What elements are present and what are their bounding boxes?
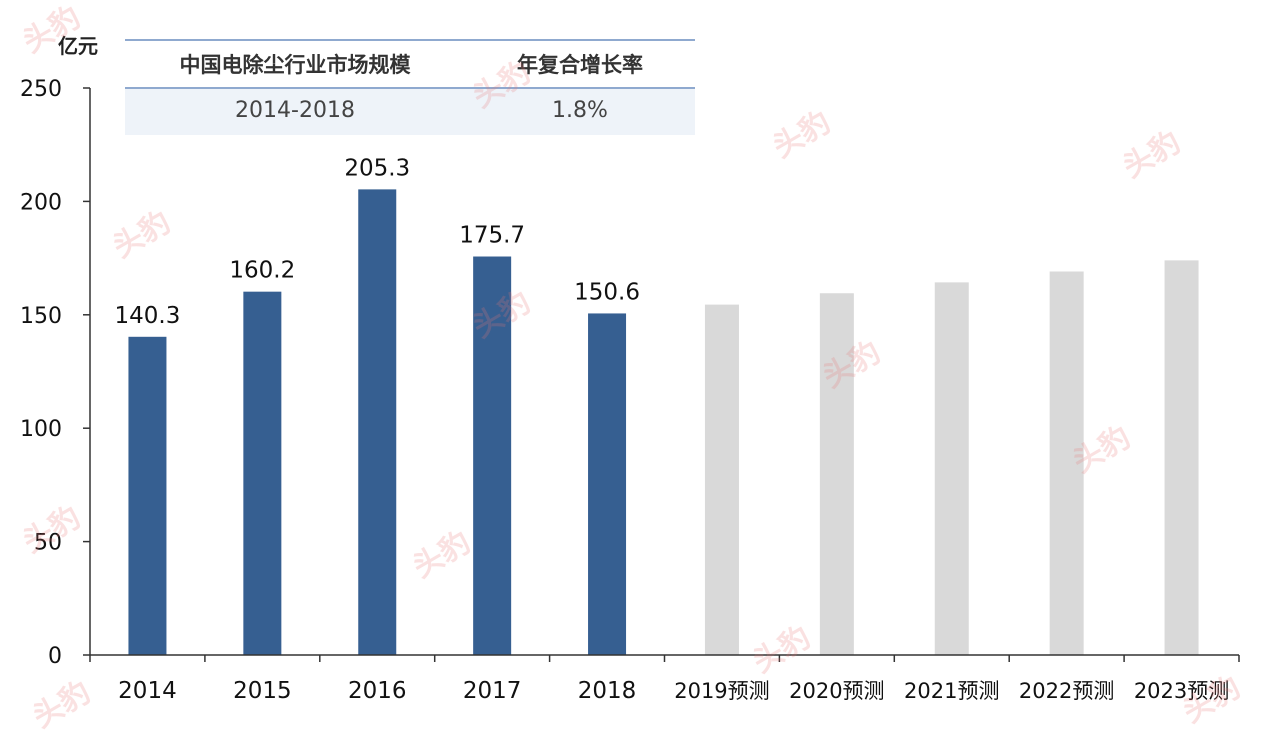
table-header-rule [125, 87, 695, 89]
x-tick-label: 2018 [578, 678, 637, 704]
x-tick-label: 2023预测 [1134, 679, 1229, 703]
forecast-bar [819, 293, 854, 655]
forecast-bar [934, 282, 969, 655]
y-axis-unit-label: 亿元 [58, 34, 98, 58]
forecast-bar [704, 304, 739, 655]
y-tick-label: 150 [20, 304, 62, 329]
bar [128, 336, 167, 655]
data-label: 160.2 [229, 258, 295, 284]
y-tick-label: 0 [48, 644, 62, 669]
table-header-market-size: 中国电除尘行业市场规模 [179, 53, 411, 77]
x-tick-label: 2019预测 [674, 679, 769, 703]
table-body-background [125, 89, 695, 135]
table-cell-period: 2014-2018 [235, 98, 355, 123]
x-tick-label: 2015 [233, 678, 292, 704]
data-label: 175.7 [459, 223, 525, 249]
bar [243, 291, 282, 655]
y-tick-label: 50 [34, 531, 62, 556]
cagr-table: 中国电除尘行业市场规模 年复合增长率 2014-2018 1.8% [125, 39, 695, 135]
y-tick-label: 100 [20, 417, 62, 442]
data-label: 205.3 [344, 155, 410, 181]
y-tick-label: 200 [20, 190, 62, 215]
forecast-bar [1164, 260, 1199, 655]
bar [358, 189, 397, 656]
data-label: 140.3 [115, 303, 181, 329]
x-tick-label: 2022预测 [1019, 679, 1114, 703]
x-tick-label: 2016 [348, 678, 407, 704]
bar [588, 313, 627, 655]
y-tick-label: 250 [20, 77, 62, 102]
data-label: 150.6 [574, 279, 640, 305]
x-tick-label: 2017 [463, 678, 522, 704]
table-header-cagr: 年复合增长率 [517, 53, 643, 77]
x-tick-label: 2021预测 [904, 679, 999, 703]
bar [473, 256, 512, 655]
x-tick-label: 2020预测 [789, 679, 884, 703]
table-top-rule [125, 39, 695, 41]
table-cell-cagr-value: 1.8% [552, 98, 608, 123]
forecast-bar [1049, 271, 1084, 655]
x-tick-label: 2014 [118, 678, 177, 704]
